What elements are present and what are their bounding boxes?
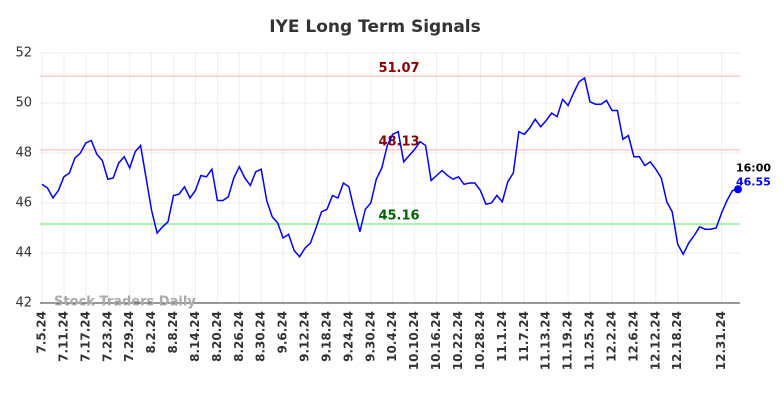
x-tick-label: 10.10.24: [407, 311, 421, 370]
x-tick-label: 9.24.24: [341, 311, 355, 362]
x-tick-label: 8.26.24: [232, 311, 246, 362]
x-tick-label: 12.12.24: [648, 311, 662, 370]
x-tick-label: 11.1.24: [495, 311, 509, 362]
x-tick-label: 10.28.24: [473, 311, 487, 370]
x-tick-label: 10.16.24: [429, 311, 443, 370]
last-point: [734, 185, 742, 194]
x-tick-label: 11.13.24: [539, 311, 553, 370]
x-tick-label: 8.30.24: [254, 311, 268, 362]
x-tick-label: 8.14.24: [188, 311, 202, 362]
x-tick-label: 11.19.24: [561, 311, 575, 370]
y-tick-label: 42: [15, 296, 32, 311]
x-tick-label: 9.6.24: [276, 311, 290, 354]
reference-label: 51.07: [378, 61, 419, 76]
last-time-label: 16:00: [736, 161, 771, 174]
x-tick-label: 9.30.24: [363, 311, 377, 362]
watermark: Stock Traders Daily: [54, 295, 196, 310]
x-tick-label: 12.31.24: [714, 311, 728, 370]
x-tick-label: 8.2.24: [144, 311, 158, 354]
x-tick-label: 12.18.24: [670, 311, 684, 370]
y-tick-label: 48: [15, 146, 32, 161]
last-value-label: 46.55: [736, 175, 771, 188]
x-tick-label: 12.6.24: [626, 311, 640, 362]
y-tick-label: 50: [15, 96, 32, 111]
reference-label: 48.13: [378, 134, 419, 149]
y-tick-label: 52: [15, 46, 32, 61]
x-tick-label: 7.17.24: [78, 311, 92, 362]
x-tick-label: 12.2.24: [604, 311, 618, 362]
chart-title: IYE Long Term Signals: [269, 17, 481, 37]
reference-label: 45.16: [378, 209, 419, 224]
x-tick-label: 10.22.24: [451, 311, 465, 370]
x-tick-label: 7.23.24: [100, 311, 114, 362]
y-tick-label: 46: [15, 196, 32, 211]
x-tick-label: 7.29.24: [122, 311, 136, 362]
x-tick-label: 11.25.24: [583, 311, 597, 370]
x-tick-label: 9.18.24: [319, 311, 333, 362]
x-tick-label: 8.20.24: [210, 311, 224, 362]
x-tick-label: 9.12.24: [298, 311, 312, 362]
x-tick-label: 11.7.24: [517, 311, 531, 362]
price-line: [41, 76, 739, 258]
x-tick-label: 10.4.24: [385, 311, 399, 362]
x-tick-label: 8.8.24: [166, 311, 180, 354]
x-tick-label: 7.5.24: [35, 311, 49, 354]
x-tick-label: 7.11.24: [56, 311, 70, 362]
y-tick-label: 44: [15, 246, 32, 261]
